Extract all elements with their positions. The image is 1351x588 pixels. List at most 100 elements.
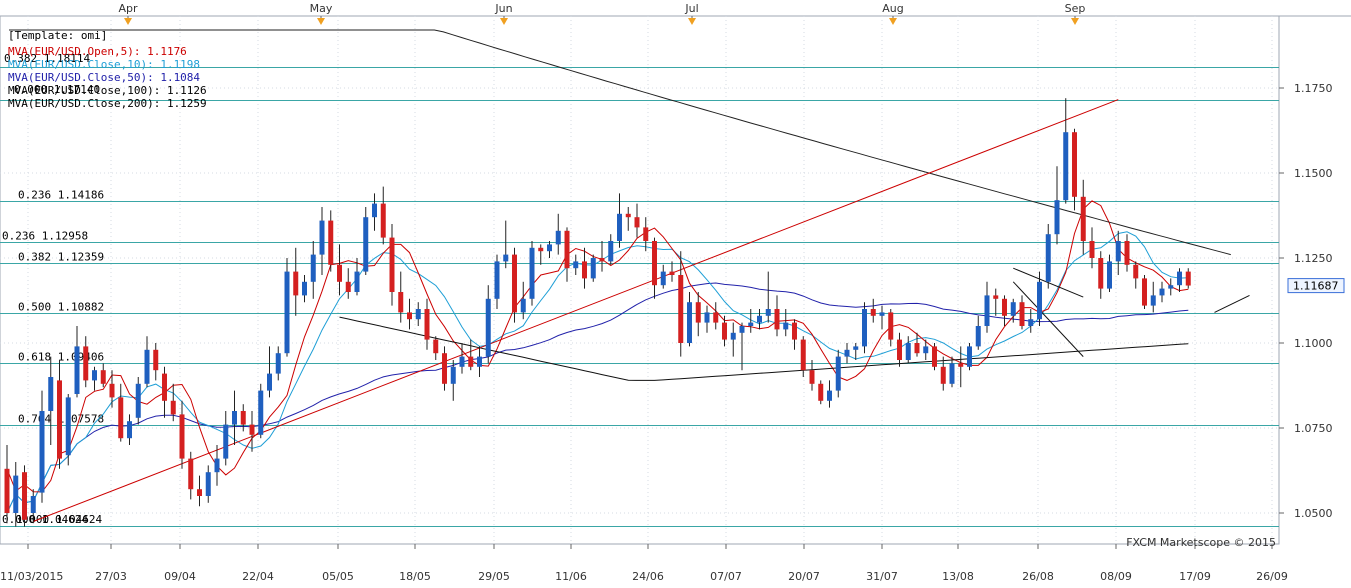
candle[interactable] <box>739 322 745 371</box>
candle[interactable] <box>1010 298 1016 323</box>
candle[interactable] <box>512 247 517 323</box>
candle[interactable] <box>363 207 369 275</box>
candle[interactable] <box>372 193 377 231</box>
candle[interactable] <box>809 360 815 391</box>
candle[interactable] <box>65 394 71 466</box>
candle[interactable] <box>652 237 657 299</box>
date-tick-label-0[interactable]: 11/03/2015 <box>0 570 63 583</box>
fibonacci-levels[interactable]: 0.236 1.14186 0.236 1.12958 0.382 1.12359 0… <box>0 67 1279 527</box>
candle[interactable] <box>975 315 981 350</box>
candle[interactable] <box>442 346 447 391</box>
candle[interactable] <box>503 220 509 269</box>
candle[interactable] <box>1107 254 1112 292</box>
candle[interactable] <box>162 366 167 418</box>
candle[interactable] <box>608 234 614 265</box>
pattern-line-2[interactable] <box>1214 294 1250 313</box>
candle[interactable] <box>862 302 867 354</box>
candle[interactable] <box>897 332 902 367</box>
candle[interactable] <box>267 346 272 398</box>
candle[interactable] <box>1177 268 1182 292</box>
candle[interactable] <box>407 298 412 330</box>
candle[interactable] <box>468 339 474 371</box>
candle[interactable] <box>520 281 526 320</box>
date-tick-label-10[interactable]: 20/07 <box>788 570 820 583</box>
ma-open-5-line[interactable] <box>6 200 1189 493</box>
candle[interactable] <box>13 462 19 527</box>
date-tick-label-6[interactable]: 29/05 <box>478 570 510 583</box>
candle[interactable] <box>337 244 342 296</box>
candle[interactable] <box>100 363 106 388</box>
candle[interactable] <box>634 203 640 238</box>
candle[interactable] <box>923 339 929 360</box>
candle[interactable] <box>617 193 622 248</box>
candle[interactable] <box>547 241 552 258</box>
candle[interactable] <box>1028 309 1034 333</box>
candle[interactable] <box>1124 234 1130 272</box>
candle[interactable] <box>1072 128 1077 211</box>
candle[interactable] <box>1150 281 1156 313</box>
candle[interactable] <box>319 207 325 275</box>
candle[interactable] <box>730 322 736 357</box>
candle[interactable] <box>932 343 937 371</box>
candle[interactable] <box>74 326 80 398</box>
ma-close-50-line[interactable] <box>6 282 1189 514</box>
candle[interactable] <box>48 356 54 445</box>
candle[interactable] <box>879 305 885 330</box>
candle[interactable] <box>214 445 220 486</box>
candle[interactable] <box>1115 230 1121 275</box>
candle[interactable] <box>573 254 579 275</box>
date-tick-label-7[interactable]: 11/06 <box>555 570 587 583</box>
date-tick-label-13[interactable]: 26/08 <box>1022 570 1054 583</box>
candle[interactable] <box>310 241 316 299</box>
candle[interactable] <box>695 292 701 337</box>
ma-close-10-line[interactable] <box>6 231 1189 514</box>
candle[interactable] <box>188 451 194 500</box>
candle[interactable] <box>818 380 824 405</box>
candle[interactable] <box>949 356 955 388</box>
candle[interactable] <box>958 346 964 388</box>
candle[interactable] <box>494 254 500 309</box>
candle[interactable] <box>940 356 946 391</box>
candle[interactable] <box>783 309 789 337</box>
candle[interactable] <box>582 247 587 289</box>
candle[interactable] <box>240 404 246 432</box>
candle[interactable] <box>800 336 806 377</box>
candle[interactable] <box>590 254 596 282</box>
candle[interactable] <box>275 346 281 381</box>
candle[interactable] <box>914 332 920 357</box>
candle[interactable] <box>1185 268 1191 289</box>
candle[interactable] <box>118 383 124 442</box>
candle[interactable] <box>135 377 141 425</box>
candle[interactable] <box>83 336 89 388</box>
date-tick-label-4[interactable]: 05/05 <box>322 570 354 583</box>
candle[interactable] <box>853 343 859 360</box>
ma-close-100-line[interactable] <box>339 316 1189 381</box>
candle[interactable] <box>459 343 465 374</box>
candle[interactable] <box>538 244 544 265</box>
candle[interactable] <box>967 343 972 371</box>
candle[interactable] <box>179 400 185 469</box>
price-tick-label-3[interactable]: 1.1250 <box>1294 252 1333 265</box>
candle[interactable] <box>223 411 229 466</box>
candle[interactable] <box>258 383 264 439</box>
candle[interactable] <box>433 336 439 360</box>
candle[interactable] <box>1098 251 1104 299</box>
candle[interactable] <box>1133 261 1139 289</box>
candle[interactable] <box>57 360 62 469</box>
candle[interactable] <box>249 411 255 452</box>
candle[interactable] <box>398 271 404 323</box>
candle[interactable] <box>302 275 307 303</box>
candle[interactable] <box>354 258 360 296</box>
date-tick-label-5[interactable]: 18/05 <box>399 570 431 583</box>
date-tick-label-12[interactable]: 13/08 <box>942 570 974 583</box>
candle[interactable] <box>757 309 762 330</box>
candle[interactable] <box>1142 275 1147 309</box>
candle[interactable] <box>748 309 754 333</box>
candle[interactable] <box>424 298 430 350</box>
candle[interactable] <box>984 281 990 333</box>
ma-close-200-line[interactable] <box>9 29 1231 256</box>
candle[interactable] <box>1080 179 1086 255</box>
candle[interactable] <box>39 390 45 503</box>
candle[interactable] <box>380 186 386 245</box>
candle[interactable] <box>792 319 797 350</box>
